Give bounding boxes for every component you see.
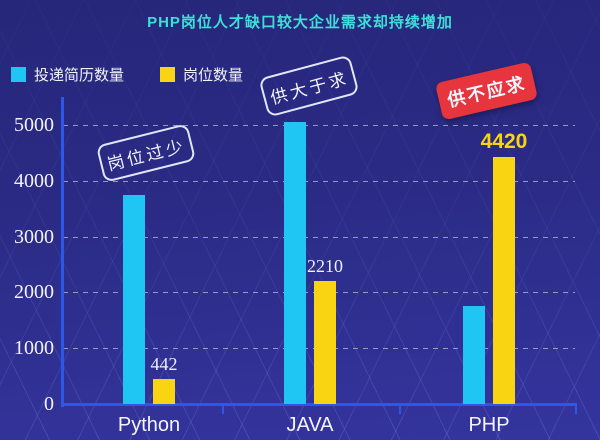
badge-supply-short-of-demand: 供不应求 bbox=[434, 61, 539, 121]
legend-swatch-jobs-icon bbox=[160, 67, 176, 82]
x-axis-tick-mark-0 bbox=[222, 405, 224, 414]
badge-supply-exceeds-demand: 供大于求 bbox=[258, 54, 360, 118]
page-title: PHP岗位人才缺口较大企业需求却持续增加 bbox=[147, 14, 453, 31]
gridline-4000 bbox=[63, 180, 575, 182]
legend-label-resumes: 投递简历数量 bbox=[34, 67, 125, 84]
badge-jobs-too-few-label: 岗位过少 bbox=[105, 136, 188, 174]
x-axis-tick-mark-1 bbox=[399, 405, 401, 414]
x-axis-label-python: Python bbox=[117, 414, 181, 436]
y-axis-tick-label-2000: 2000 bbox=[14, 281, 54, 304]
badge-supply-exceeds-demand-label: 供大于求 bbox=[268, 68, 351, 108]
bar-resumes-python bbox=[123, 194, 145, 404]
gridline-3000 bbox=[63, 236, 575, 238]
legend-swatch-resumes-icon bbox=[11, 67, 26, 82]
x-axis-tick-mark-2 bbox=[575, 405, 577, 414]
bar-value-label-python: 442 bbox=[150, 354, 178, 375]
legend: 投递简历数量 岗位数量 bbox=[11, 64, 243, 85]
bar-jobs-java bbox=[314, 280, 336, 404]
badge-supply-short-of-demand-label: 供不应求 bbox=[445, 73, 528, 111]
y-axis-tick-label-3000: 3000 bbox=[14, 225, 54, 248]
y-axis-tick-label-5000: 5000 bbox=[14, 114, 54, 136]
bar-value-label-php: 4420 bbox=[480, 130, 528, 154]
bar-jobs-php bbox=[493, 157, 515, 404]
y-axis-tick-label-4000: 4000 bbox=[14, 169, 54, 192]
bar-jobs-python bbox=[153, 379, 175, 404]
y-axis-line bbox=[61, 97, 64, 407]
y-axis-tick-label-1000: 1000 bbox=[14, 337, 54, 360]
bar-resumes-java bbox=[284, 122, 306, 404]
gridline-5000 bbox=[63, 125, 575, 126]
bar-resumes-php bbox=[463, 306, 485, 404]
y-axis-tick-label-0: 0 bbox=[44, 393, 54, 415]
bar-value-label-java: 2210 bbox=[307, 255, 343, 276]
x-axis-line bbox=[61, 403, 577, 406]
legend-item-resumes: 投递简历数量 bbox=[11, 64, 124, 85]
badge-jobs-too-few: 岗位过少 bbox=[95, 123, 197, 183]
x-axis-label-php: PHP bbox=[468, 414, 510, 436]
x-axis-label-java: JAVA bbox=[286, 414, 334, 436]
legend-item-jobs: 岗位数量 bbox=[160, 64, 243, 85]
legend-label-jobs: 岗位数量 bbox=[183, 67, 244, 84]
